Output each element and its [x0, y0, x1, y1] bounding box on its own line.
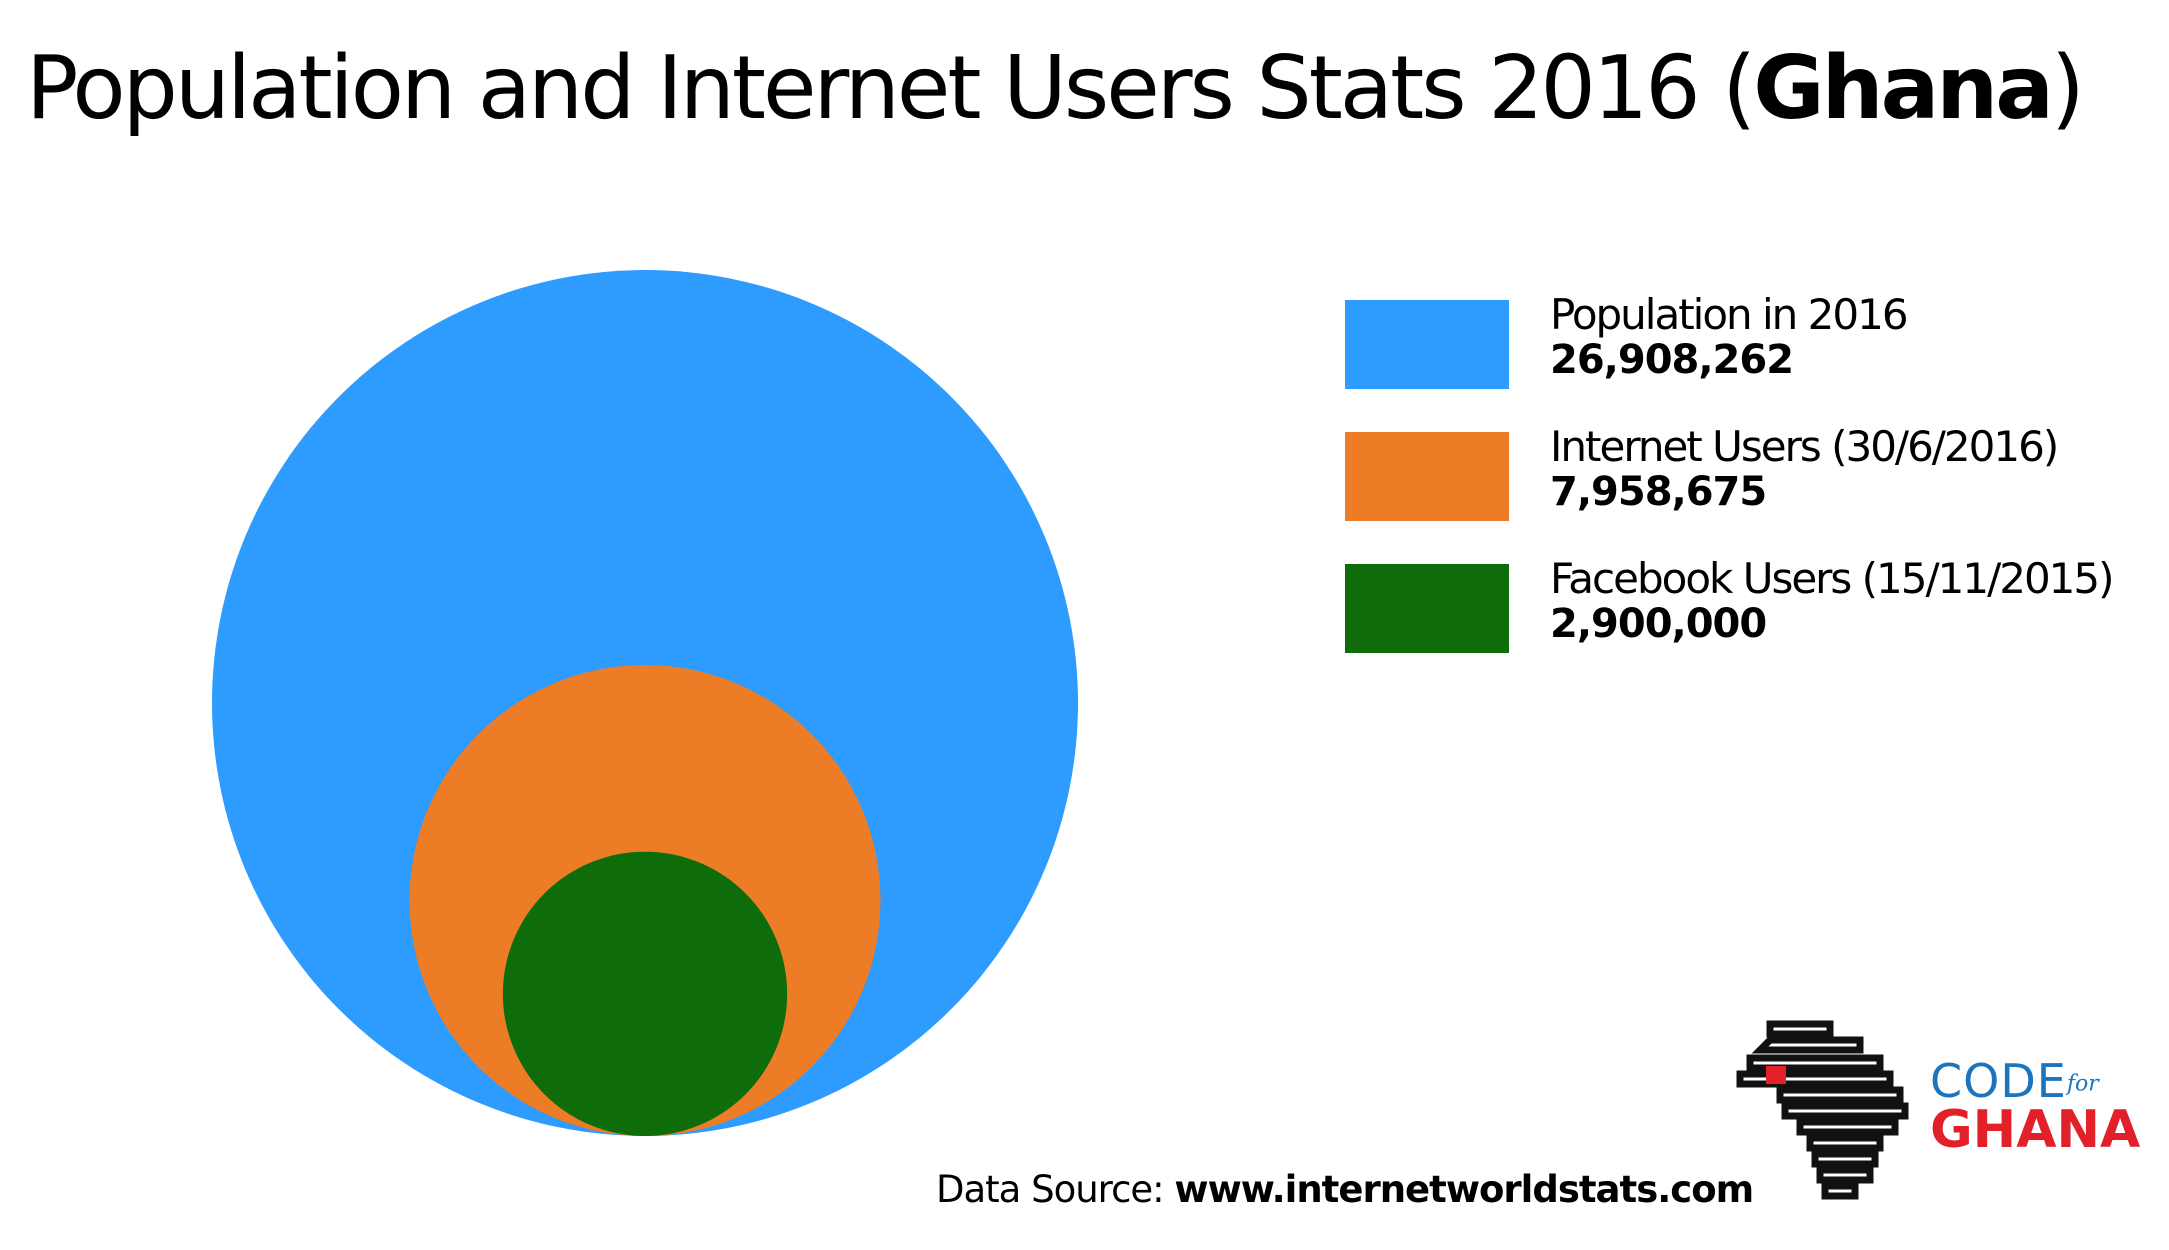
- bubble-facebook-users: [502, 851, 788, 1136]
- legend: Population in 2016 26,908,262 Internet U…: [1345, 294, 2145, 696]
- logo-for: for: [2066, 1071, 2099, 1097]
- data-source-url: www.internetworldstats.com: [1174, 1168, 1754, 1211]
- legend-text-facebook-users: Facebook Users (15/11/2015) 2,900,000: [1550, 554, 2115, 647]
- legend-item-population: Population in 2016 26,908,262: [1345, 294, 2145, 432]
- legend-value-facebook-users: 2,900,000: [1550, 601, 1767, 647]
- legend-value-internet-users: 7,958,675: [1550, 469, 1767, 515]
- legend-swatch-population: [1345, 300, 1509, 389]
- legend-label-population: Population in 2016: [1550, 290, 1909, 339]
- logo-ghana: GHANA: [1930, 1100, 2141, 1160]
- legend-item-internet-users: Internet Users (30/6/2016) 7,958,675: [1345, 426, 2145, 564]
- legend-text-internet-users: Internet Users (30/6/2016) 7,958,675: [1550, 422, 2059, 515]
- legend-value-population: 26,908,262: [1550, 337, 1794, 383]
- legend-swatch-facebook-users: [1345, 564, 1509, 653]
- legend-label-facebook-users: Facebook Users (15/11/2015): [1550, 554, 2115, 603]
- africa-map-icon: [1736, 1020, 1909, 1200]
- title-main: Population and Internet Users Stats 2016…: [26, 37, 1756, 139]
- data-source: Data Source: www.internetworldstats.com: [936, 1168, 1754, 1211]
- title-country: Ghana: [1753, 37, 2054, 139]
- data-source-label: Data Source:: [936, 1168, 1165, 1211]
- logo-code: CODE: [1930, 1054, 2067, 1108]
- logo-wordmark: CODEfor GHANA: [1930, 1058, 2140, 1156]
- legend-text-population: Population in 2016 26,908,262: [1550, 290, 1909, 383]
- page-title: Population and Internet Users Stats 2016…: [26, 18, 2156, 158]
- legend-label-internet-users: Internet Users (30/6/2016): [1550, 422, 2059, 471]
- legend-swatch-internet-users: [1345, 432, 1509, 521]
- legend-item-facebook-users: Facebook Users (15/11/2015) 2,900,000: [1345, 558, 2145, 696]
- code-for-ghana-logo: CODEfor GHANA: [1730, 1014, 2150, 1214]
- title-close: ): [2050, 37, 2085, 139]
